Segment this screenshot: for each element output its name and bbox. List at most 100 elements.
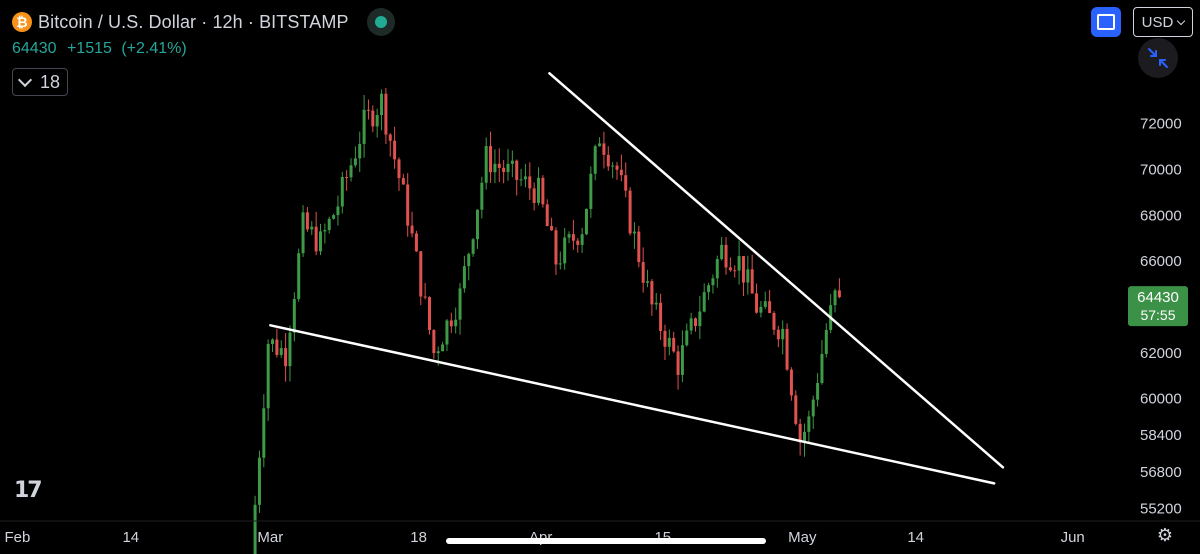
candle-body	[279, 348, 283, 355]
candle-body	[502, 167, 506, 173]
candle-body	[262, 408, 266, 458]
candle-body	[528, 176, 532, 189]
candle-body	[615, 165, 619, 170]
candle-body	[323, 230, 327, 232]
candle-body	[580, 234, 584, 245]
candle-body	[393, 140, 397, 160]
market-status-dot-icon[interactable]	[366, 8, 395, 36]
candle-body	[484, 145, 488, 183]
candle-body	[576, 240, 580, 245]
candle-body	[803, 431, 807, 443]
candle-body	[746, 269, 750, 283]
candle-body	[288, 332, 292, 367]
candle-body	[449, 320, 453, 327]
candle-body	[785, 328, 789, 370]
fullscreen-icon	[1097, 14, 1115, 30]
candle-body	[371, 110, 375, 127]
candle-body	[733, 270, 737, 272]
symbol-title[interactable]: Bitcoin / U.S. Dollar · 12h · BITSTAMP	[38, 11, 349, 32]
candle-body	[284, 348, 288, 367]
indicator-count: 18	[39, 71, 61, 92]
candle-body	[728, 267, 732, 271]
candle-body	[297, 253, 301, 300]
home-indicator-bar[interactable]	[446, 538, 766, 544]
candle-body	[641, 262, 645, 283]
trendline[interactable]	[269, 324, 996, 485]
price-tick-label: 56800	[1140, 464, 1182, 481]
candle-body	[401, 178, 405, 185]
candle-body	[689, 318, 693, 331]
candle-body	[693, 318, 697, 327]
candle-body	[759, 306, 763, 313]
candle-body	[755, 293, 759, 313]
candle-body	[816, 382, 820, 400]
candle-body	[358, 143, 362, 159]
currency-label: USD	[1141, 13, 1174, 31]
time-tick-label: May	[788, 529, 817, 546]
candle-body	[292, 299, 296, 333]
candle-body	[833, 290, 837, 306]
candle-body	[680, 345, 684, 375]
candle-body	[471, 239, 475, 254]
candle-body	[807, 416, 811, 432]
candle-body	[702, 292, 706, 312]
candle-body	[750, 269, 754, 294]
candle-body	[275, 339, 279, 355]
candle-body	[772, 313, 776, 330]
candle-body	[414, 233, 418, 252]
candle-body	[349, 165, 353, 178]
collapse-button[interactable]	[1138, 38, 1178, 78]
candle-body	[781, 328, 785, 340]
candle-body	[340, 176, 344, 207]
candle-body	[558, 263, 562, 265]
candle-body	[462, 266, 466, 289]
candle-body	[550, 225, 554, 231]
currency-select[interactable]: USD	[1133, 7, 1193, 37]
candle-body	[515, 160, 519, 180]
candle-body	[441, 344, 445, 352]
candle-body	[314, 226, 318, 252]
candle-body	[820, 353, 824, 383]
candle-body	[676, 351, 680, 375]
candle-body	[741, 256, 745, 283]
price-axis[interactable]: 72000 70000 68000 66000 62000 60000 58400 56800…	[1140, 116, 1182, 518]
candle-body	[375, 115, 379, 127]
candlestick-series	[253, 87, 841, 554]
trendline[interactable]	[548, 72, 1005, 469]
fullscreen-button[interactable]	[1091, 7, 1121, 37]
candle-body	[768, 301, 772, 314]
candle-body	[663, 330, 667, 347]
collapse-arrows-icon	[1148, 48, 1168, 68]
candle-body	[406, 184, 410, 226]
price-tick-label: 70000	[1140, 162, 1182, 179]
candle-body	[563, 237, 567, 264]
candle-body	[646, 281, 650, 283]
candle-body	[489, 145, 493, 173]
symbol-header: ₿ Bitcoin / U.S. Dollar · 12h · BITSTAMP…	[12, 8, 395, 96]
candle-body	[672, 337, 676, 352]
time-tick-label: Jun	[1061, 529, 1085, 546]
time-tick-label: Mar	[257, 529, 283, 546]
candle-body	[624, 175, 628, 191]
price-tick-label: 68000	[1140, 207, 1182, 224]
candle-body	[458, 288, 462, 320]
indicators-toggle-button[interactable]: 18	[12, 68, 68, 96]
candle-body	[388, 134, 392, 141]
time-axis[interactable]: Feb14Mar18Apr15May14Jun	[0, 520, 1200, 546]
candle-body	[506, 163, 510, 173]
candle-body	[310, 226, 314, 230]
time-tick-label: 14	[907, 529, 924, 546]
price-change: +1515	[66, 40, 112, 57]
candle-body	[571, 234, 575, 241]
candle-body	[519, 179, 523, 181]
candle-body	[532, 188, 536, 203]
time-tick-label: 14	[122, 529, 139, 546]
chevron-down-icon	[1177, 16, 1186, 25]
candle-body	[611, 165, 615, 167]
candle-body	[523, 176, 527, 180]
price-tick-label: 60000	[1140, 391, 1182, 408]
candle-body	[720, 244, 724, 260]
candle-body	[628, 190, 632, 234]
gear-icon[interactable]: ⚙	[1156, 525, 1174, 546]
